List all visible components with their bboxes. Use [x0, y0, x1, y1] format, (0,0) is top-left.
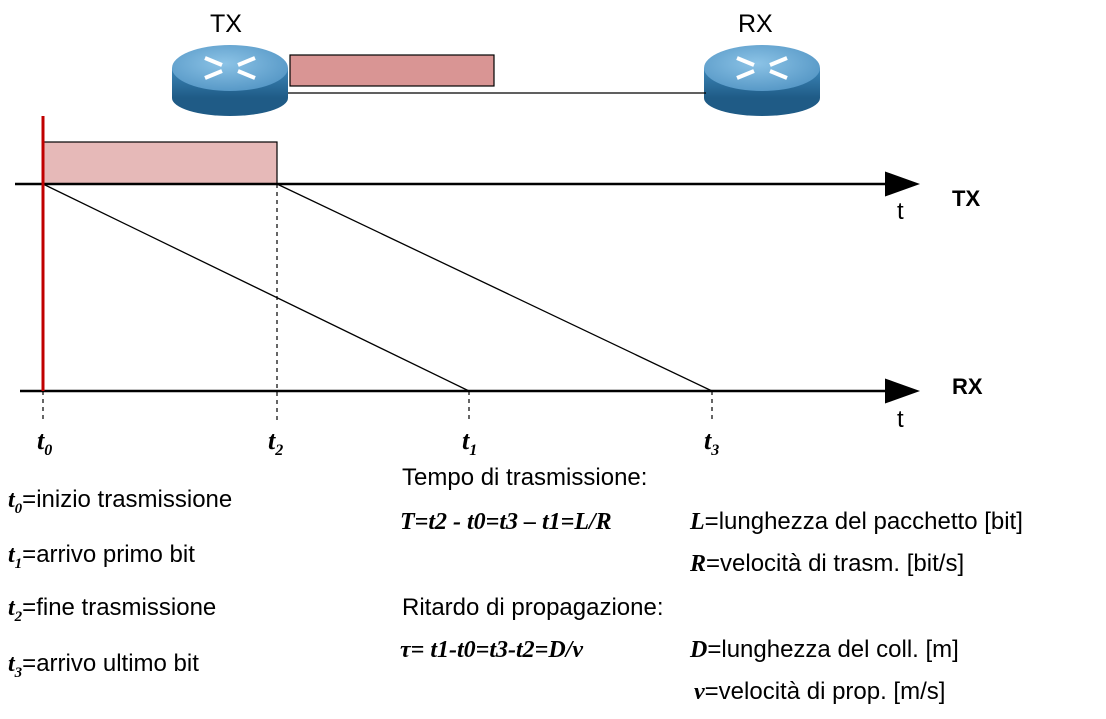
rx-axis-label: RX [952, 374, 983, 399]
propagation-formula: τ= t1-t0=t3-t2=D/ν [400, 637, 583, 663]
var-D: D=lunghezza del coll. [m] [690, 636, 959, 663]
propagation-heading: Ritardo di propagazione: [402, 594, 664, 621]
rx-node-label: RX [738, 10, 773, 38]
tx-router-icon [172, 45, 288, 116]
transmission-formula: T=t2 - t0=t3 – t1=L/R [400, 509, 612, 535]
tx-axis-label: TX [952, 186, 981, 211]
packet-on-link [289, 54, 495, 87]
first-bit-propagation-line [42, 183, 470, 392]
var-R: R=velocità di trasm. [bit/s] [690, 550, 965, 577]
definition-t0: t0=inizio trasmissione [8, 486, 233, 517]
rx-router-icon [704, 45, 820, 116]
rx-time-symbol: t [897, 406, 904, 433]
definition-t3: t3=arrivo ultimo bit [8, 650, 199, 681]
last-bit-propagation-line [276, 183, 713, 392]
t3-mark-label: t3 [704, 426, 720, 460]
packet-transmission-bar [42, 141, 278, 185]
t1-mark-label: t1 [462, 426, 478, 460]
tx-node-label: TX [210, 10, 242, 38]
t0-mark-label: t0 [37, 426, 53, 460]
definition-t1: t1=arrivo primo bit [8, 541, 195, 572]
tx-time-symbol: t [897, 198, 904, 225]
var-nu: ν=velocità di prop. [m/s] [694, 678, 946, 705]
var-L: L=lunghezza del pacchetto [bit] [690, 508, 1023, 535]
definition-t2: t2=fine trasmissione [8, 594, 217, 625]
transmission-heading: Tempo di trasmissione: [402, 464, 648, 491]
t2-mark-label: t2 [268, 426, 284, 460]
